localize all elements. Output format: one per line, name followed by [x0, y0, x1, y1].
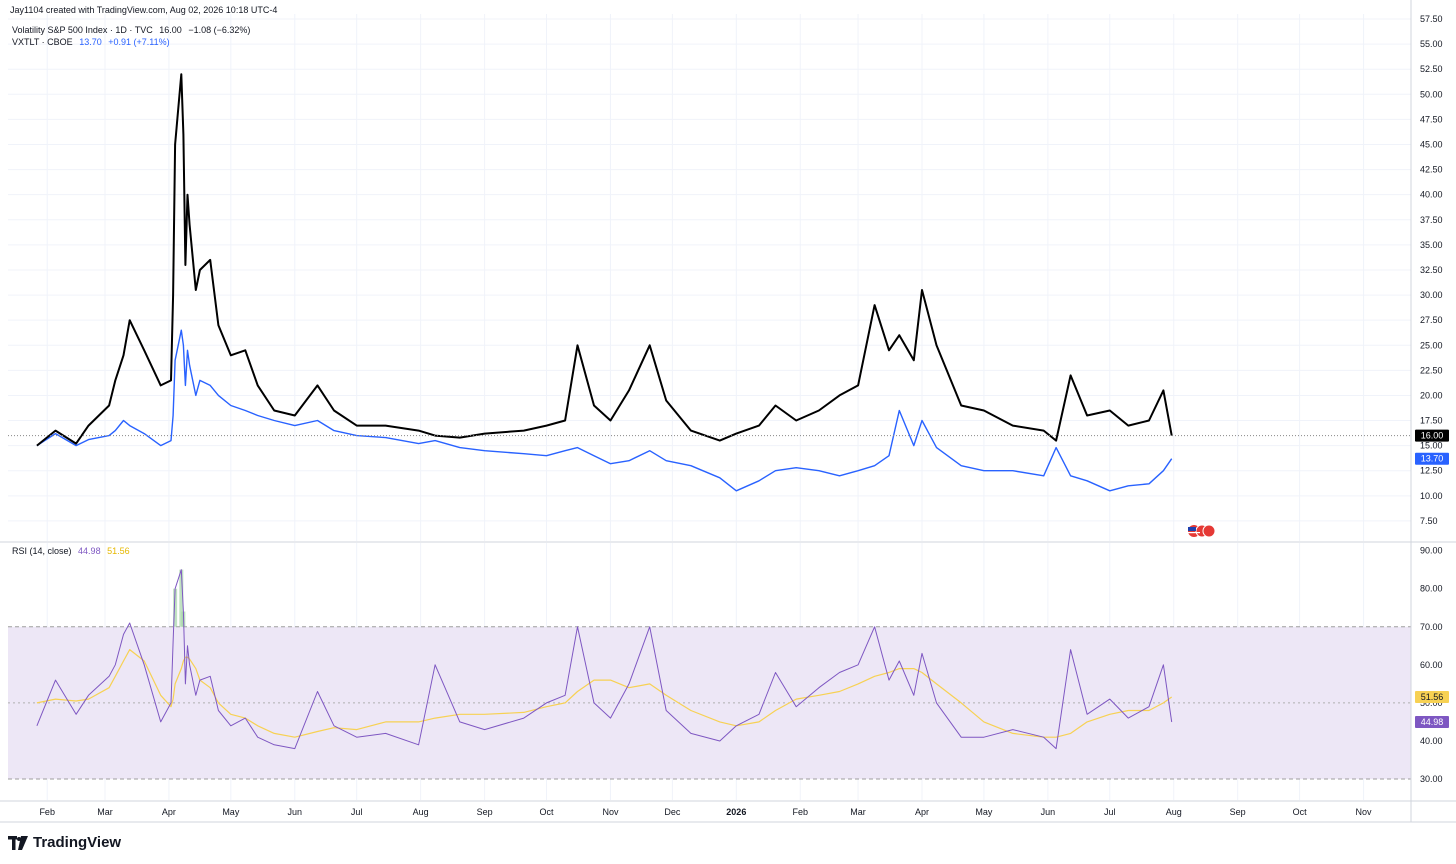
- rsi-y-tick-label: 90.00: [1420, 546, 1443, 556]
- x-tick-label: Jul: [351, 807, 363, 817]
- vxtlt-price-badge-bg: [1415, 452, 1449, 465]
- price-badges: 16.00 13.70 51.56 44.98: [1415, 429, 1449, 729]
- price-y-tick-label: 37.50: [1420, 215, 1443, 225]
- x-tick-label: Aug: [413, 807, 429, 817]
- axes: [0, 0, 1456, 823]
- x-tick-label: Jul: [1104, 807, 1116, 817]
- price-y-tick-label: 50.00: [1420, 89, 1443, 99]
- created-by-header: Jay1104 created with TradingView.com, Au…: [10, 5, 278, 15]
- x-tick-label: Oct: [539, 807, 554, 817]
- price-y-tick-label: 27.50: [1420, 315, 1443, 325]
- vxtlt-price-badge: 13.70: [1421, 454, 1444, 464]
- tradingview-logo-text: TradingView: [33, 834, 122, 851]
- price-y-tick-label: 12.50: [1420, 466, 1443, 476]
- x-tick-label: Feb: [39, 807, 55, 817]
- legend-rsi-value: 44.98: [78, 546, 101, 556]
- legend-vxtlt: VXTLT · CBOE 13.70 +0.91 (+7.11%): [12, 37, 174, 47]
- price-y-tick-label: 7.50: [1420, 516, 1438, 526]
- price-y-tick-label: 30.00: [1420, 290, 1443, 300]
- price-y-tick-label: 22.50: [1420, 365, 1443, 375]
- rsi-ma-series-line: [36, 649, 1173, 738]
- rsi-y-tick-label: 60.00: [1420, 660, 1443, 670]
- price-y-tick-label: 45.00: [1420, 139, 1443, 149]
- price-y-tick-label: 15.00: [1420, 441, 1443, 451]
- x-tick-label: Mar: [850, 807, 866, 817]
- rsi-series-line: [36, 569, 1173, 750]
- x-tick-label: Jun: [1041, 807, 1056, 817]
- x-tick-label: Aug: [1166, 807, 1182, 817]
- x-tick-label: May: [222, 807, 240, 817]
- tick-labels: Feb Mar Apr May Jun Jul Aug Sep Oct Nov Dec 2026 Feb…: [39, 14, 1442, 817]
- rsi-ma-price-badge: 51.56: [1421, 692, 1444, 702]
- price-y-tick-label: 47.50: [1420, 114, 1443, 124]
- x-tick-label: Mar: [97, 807, 113, 817]
- vix-price-badge: 16.00: [1421, 431, 1444, 441]
- rsi-ma-price-badge-bg: [1415, 690, 1449, 703]
- legend-vxtlt-value: 13.70: [79, 37, 102, 47]
- tradingview-logo[interactable]: TradingView: [8, 834, 121, 851]
- price-y-tick-label: 57.50: [1420, 14, 1443, 24]
- tradingview-logo-icon: [8, 835, 28, 850]
- legend-vxtlt-title: VXTLT · CBOE: [12, 37, 73, 47]
- price-y-tick-label: 32.50: [1420, 265, 1443, 275]
- rsi-overbought-fill: [179, 569, 184, 627]
- series-lines: [36, 73, 1173, 750]
- x-tick-label: Sep: [1230, 807, 1246, 817]
- price-y-tick-label: 40.00: [1420, 190, 1443, 200]
- rsi-band: [8, 569, 1411, 780]
- rsi-y-tick-label: 30.00: [1420, 774, 1443, 784]
- rsi-overbought-fill: [173, 588, 178, 627]
- price-y-tick-label: 20.00: [1420, 390, 1443, 400]
- x-tick-label: 2026: [726, 807, 746, 817]
- x-tick-label: Apr: [162, 807, 176, 817]
- x-tick-label: Oct: [1293, 807, 1308, 817]
- vix-series-line: [36, 73, 1173, 447]
- price-y-tick-label: 17.50: [1420, 416, 1443, 426]
- x-tick-label: Jun: [288, 807, 303, 817]
- rsi-y-tick-label: 40.00: [1420, 736, 1443, 746]
- rsi-y-tick-label: 70.00: [1420, 622, 1443, 632]
- legend-vix-title: Volatility S&P 500 Index · 1D · TVC: [12, 25, 153, 35]
- vix-price-badge-bg: [1415, 429, 1449, 442]
- vxtlt-series-line: [36, 329, 1173, 492]
- x-tick-label: Feb: [793, 807, 809, 817]
- legend-vix-change: −1.08 (−6.32%): [188, 25, 251, 35]
- x-tick-label: Apr: [915, 807, 929, 817]
- legend-rsi-title: RSI (14, close): [12, 546, 72, 556]
- legend-rsi-ma-value: 51.56: [107, 546, 130, 556]
- flag-icon: [1188, 524, 1216, 538]
- legend-vxtlt-change: +0.91 (+7.11%): [108, 37, 170, 47]
- rsi-price-badge: 44.98: [1421, 717, 1444, 727]
- legend-vix-value: 16.00: [159, 25, 182, 35]
- price-y-tick-label: 52.50: [1420, 64, 1443, 74]
- x-tick-label: Nov: [602, 807, 619, 817]
- price-y-tick-label: 25.00: [1420, 340, 1443, 350]
- price-y-tick-label: 42.50: [1420, 165, 1443, 175]
- x-tick-label: May: [975, 807, 993, 817]
- rsi-y-tick-label: 80.00: [1420, 584, 1443, 594]
- x-tick-label: Sep: [477, 807, 493, 817]
- x-tick-label: Dec: [664, 807, 681, 817]
- legend-vix: Volatility S&P 500 Index · 1D · TVC 16.0…: [12, 25, 254, 35]
- rsi-price-badge-bg: [1415, 716, 1449, 729]
- price-y-tick-label: 55.00: [1420, 39, 1443, 49]
- price-y-tick-label: 35.00: [1420, 240, 1443, 250]
- legend-rsi: RSI (14, close) 44.98 51.56: [12, 546, 134, 556]
- price-y-tick-label: 10.00: [1420, 491, 1443, 501]
- x-tick-label: Nov: [1356, 807, 1373, 817]
